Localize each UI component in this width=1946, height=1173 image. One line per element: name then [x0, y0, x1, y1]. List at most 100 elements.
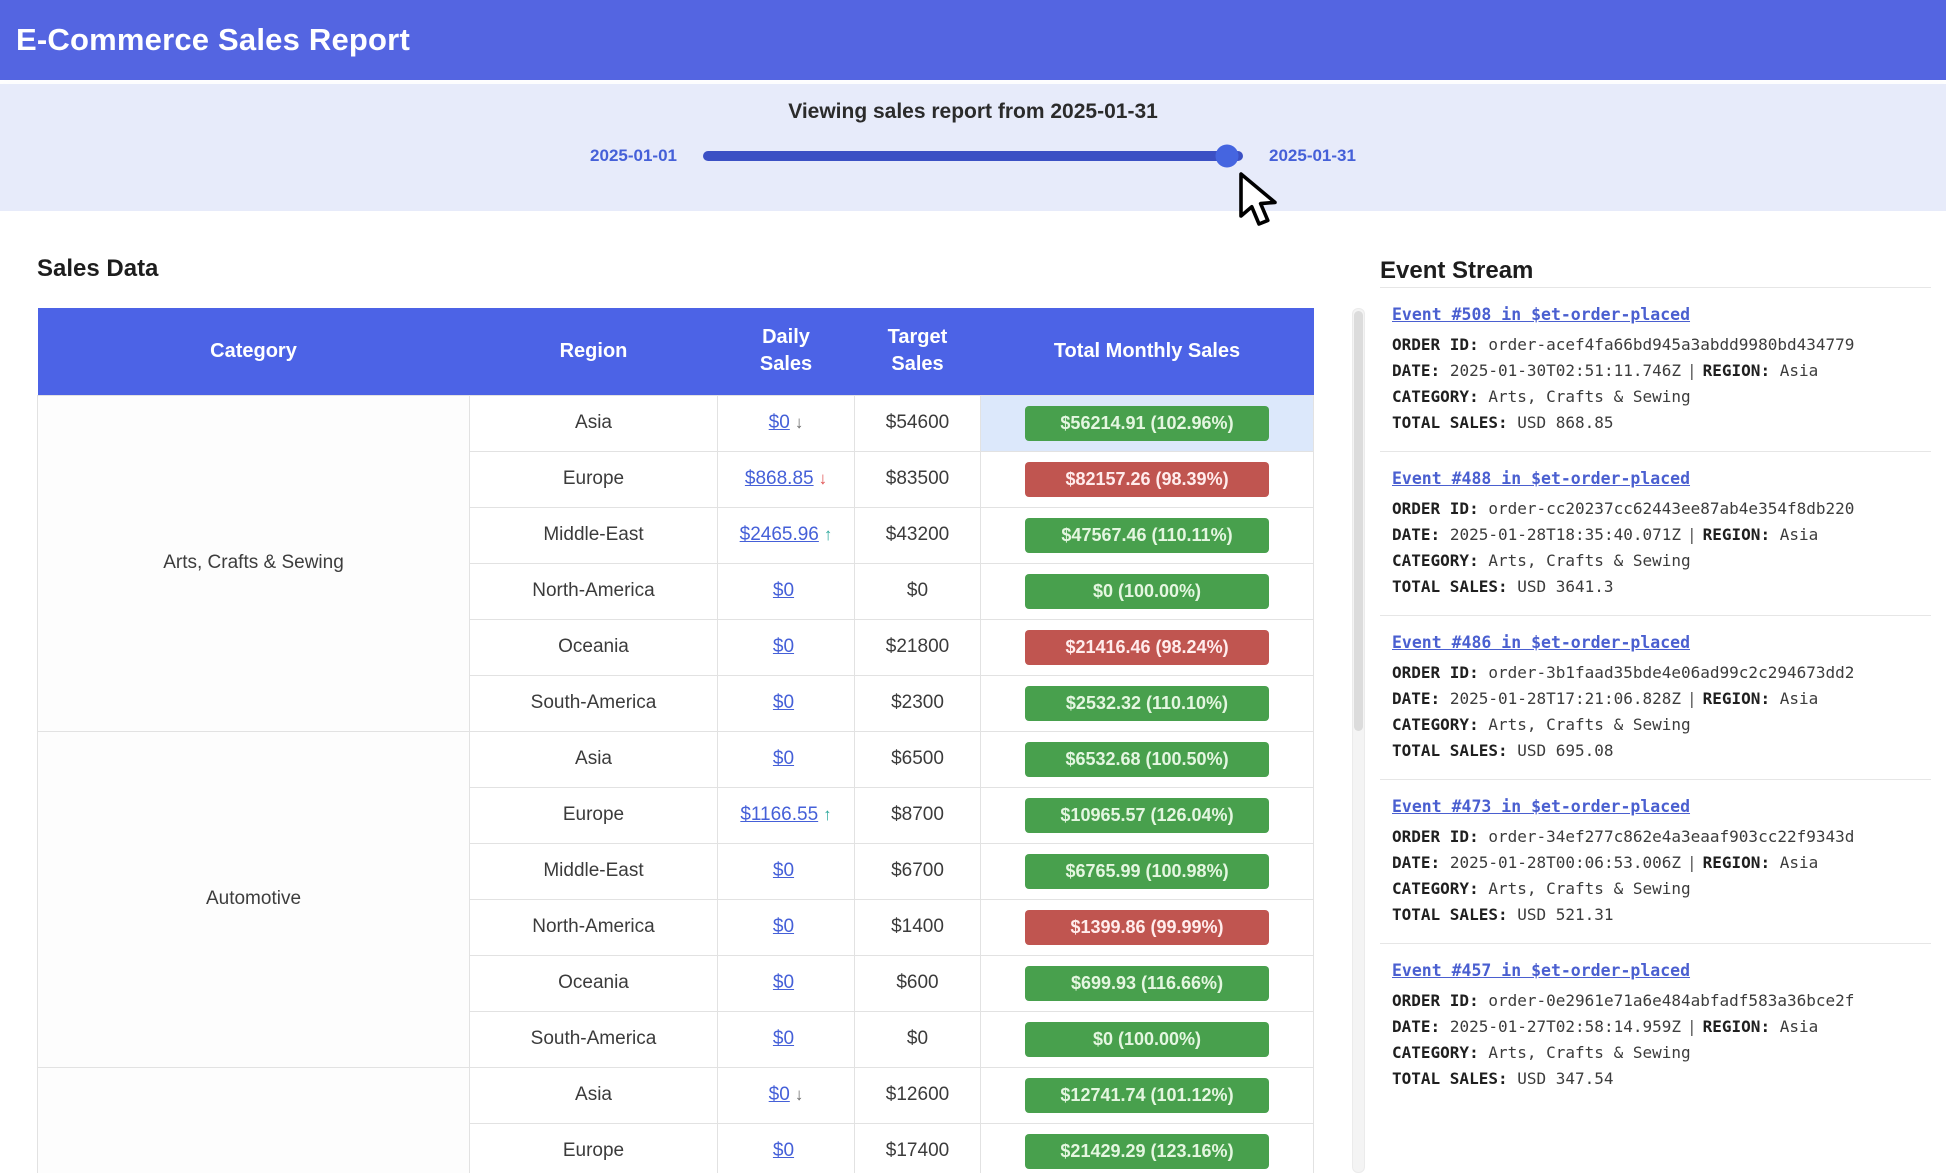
daily-sales-link[interactable]: $0 [773, 636, 794, 657]
event-order-id: order-3b1faad35bde4e06ad99c2c294673dd2 [1488, 663, 1854, 682]
target-sales-cell: $17400 [855, 1123, 981, 1173]
region-cell: Asia [470, 1067, 718, 1123]
event-date: 2025-01-28T00:06:53.006Z [1450, 853, 1681, 872]
page-title: E-Commerce Sales Report [16, 22, 410, 58]
event-link[interactable]: Event #486 in $et-order-placed [1392, 633, 1690, 652]
daily-sales-cell: $0 [718, 955, 855, 1011]
target-sales-cell: $43200 [855, 507, 981, 563]
sales-table: Category Region Daily Sales Target Sales… [37, 308, 1314, 1173]
total-sales-cell: $47567.46 (110.11%) [981, 507, 1314, 563]
daily-sales-link[interactable]: $0 [773, 916, 794, 937]
trend-arrow-icon: ↑ [824, 525, 833, 545]
daily-sales-link[interactable]: $0 [773, 580, 794, 601]
event-item: Event #488 in $et-order-placed ORDER ID:… [1380, 451, 1931, 615]
daily-sales-cell: $0 [718, 1123, 855, 1173]
daily-sales-link[interactable]: $2465.96 [740, 524, 819, 545]
slider-handle[interactable] [1215, 145, 1238, 168]
target-sales-cell: $600 [855, 955, 981, 1011]
region-cell: Asia [470, 395, 718, 451]
total-sales-cell: $1399.86 (99.99%) [981, 899, 1314, 955]
region-cell: South-America [470, 1011, 718, 1067]
event-total-sales: USD 868.85 [1517, 413, 1613, 432]
event-item: Event #473 in $et-order-placed ORDER ID:… [1380, 779, 1931, 943]
event-total-sales: USD 3641.3 [1517, 577, 1613, 596]
trend-arrow-icon: ↑ [823, 805, 832, 825]
target-sales-cell: $6500 [855, 731, 981, 787]
region-cell: Oceania [470, 955, 718, 1011]
target-sales-cell: $83500 [855, 451, 981, 507]
column-header-daily-sales: Daily Sales [718, 308, 855, 395]
target-sales-cell: $12600 [855, 1067, 981, 1123]
event-date: 2025-01-28T17:21:06.828Z [1450, 689, 1681, 708]
daily-sales-link[interactable]: $0 [769, 412, 790, 433]
event-date: 2025-01-28T18:35:40.071Z [1450, 525, 1681, 544]
event-category: Arts, Crafts & Sewing [1488, 551, 1690, 570]
monthly-sales-badge: $12741.74 (101.12%) [1025, 1078, 1269, 1113]
event-link[interactable]: Event #473 in $et-order-placed [1392, 797, 1690, 816]
monthly-sales-badge: $21416.46 (98.24%) [1025, 630, 1269, 665]
column-header-category: Category [38, 308, 470, 395]
event-date: 2025-01-30T02:51:11.746Z [1450, 361, 1681, 380]
monthly-sales-badge: $0 (100.00%) [1025, 574, 1269, 609]
slider-max-label: 2025-01-31 [1269, 146, 1356, 166]
total-sales-cell: $10965.57 (126.04%) [981, 787, 1314, 843]
daily-sales-cell: $0 [718, 1011, 855, 1067]
monthly-sales-badge: $47567.46 (110.11%) [1025, 518, 1269, 553]
event-region: Asia [1780, 361, 1819, 380]
total-sales-cell: $699.93 (116.66%) [981, 955, 1314, 1011]
trend-arrow-icon: ↓ [795, 413, 804, 433]
table-scrollbar[interactable] [1352, 308, 1365, 1173]
daily-sales-cell: $2465.96↑ [718, 507, 855, 563]
monthly-sales-badge: $6765.99 (100.98%) [1025, 854, 1269, 889]
daily-sales-link[interactable]: $0 [773, 692, 794, 713]
daily-sales-cell: $0 [718, 675, 855, 731]
target-sales-cell: $6700 [855, 843, 981, 899]
event-category: Arts, Crafts & Sewing [1488, 387, 1690, 406]
daily-sales-link[interactable]: $0 [773, 1140, 794, 1161]
event-link[interactable]: Event #508 in $et-order-placed [1392, 305, 1690, 324]
event-category: Arts, Crafts & Sewing [1488, 1043, 1690, 1062]
target-sales-cell: $0 [855, 563, 981, 619]
table-row: Arts, Crafts & Sewing Asia $0↓ $54600 $5… [38, 395, 1314, 451]
daily-sales-link[interactable]: $0 [773, 748, 794, 769]
event-link[interactable]: Event #457 in $et-order-placed [1392, 961, 1690, 980]
region-cell: Middle-East [470, 843, 718, 899]
total-sales-cell: $2532.32 (110.10%) [981, 675, 1314, 731]
daily-sales-link[interactable]: $0 [773, 972, 794, 993]
daily-sales-link[interactable]: $0 [773, 860, 794, 881]
monthly-sales-badge: $10965.57 (126.04%) [1025, 798, 1269, 833]
region-cell: Asia [470, 731, 718, 787]
monthly-sales-badge: $82157.26 (98.39%) [1025, 462, 1269, 497]
total-sales-cell: $0 (100.00%) [981, 563, 1314, 619]
monthly-sales-badge: $21429.29 (123.16%) [1025, 1134, 1269, 1169]
event-category: Arts, Crafts & Sewing [1488, 715, 1690, 734]
event-total-sales: USD 347.54 [1517, 1069, 1613, 1088]
column-header-region: Region [470, 308, 718, 395]
region-cell: North-America [470, 899, 718, 955]
event-link[interactable]: Event #488 in $et-order-placed [1392, 469, 1690, 488]
date-range-slider[interactable] [703, 151, 1243, 161]
app-header: E-Commerce Sales Report [0, 0, 1946, 80]
scrollbar-thumb[interactable] [1354, 311, 1363, 731]
daily-sales-link[interactable]: $0 [769, 1084, 790, 1105]
event-region: Asia [1780, 853, 1819, 872]
column-header-total-monthly-sales: Total Monthly Sales [981, 308, 1314, 395]
events-list: Event #508 in $et-order-placed ORDER ID:… [1380, 287, 1931, 1107]
target-sales-cell: $54600 [855, 395, 981, 451]
main-content: Sales Data Category Region Daily Sales T… [0, 211, 1946, 1173]
total-sales-cell: $21416.46 (98.24%) [981, 619, 1314, 675]
total-sales-cell: $21429.29 (123.16%) [981, 1123, 1314, 1173]
daily-sales-link[interactable]: $1166.55 [740, 804, 818, 825]
total-sales-cell: $6765.99 (100.98%) [981, 843, 1314, 899]
total-sales-cell: $12741.74 (101.12%) [981, 1067, 1314, 1123]
monthly-sales-badge: $0 (100.00%) [1025, 1022, 1269, 1057]
daily-sales-cell: $0 [718, 843, 855, 899]
event-stream-heading: Event Stream [1380, 257, 1533, 285]
table-row: Asia $0↓ $12600 $12741.74 (101.12%) [38, 1067, 1314, 1123]
region-cell: Oceania [470, 619, 718, 675]
daily-sales-link[interactable]: $868.85 [745, 468, 814, 489]
event-item: Event #457 in $et-order-placed ORDER ID:… [1380, 943, 1931, 1107]
daily-sales-cell: $0 [718, 899, 855, 955]
daily-sales-link[interactable]: $0 [773, 1028, 794, 1049]
region-cell: North-America [470, 563, 718, 619]
